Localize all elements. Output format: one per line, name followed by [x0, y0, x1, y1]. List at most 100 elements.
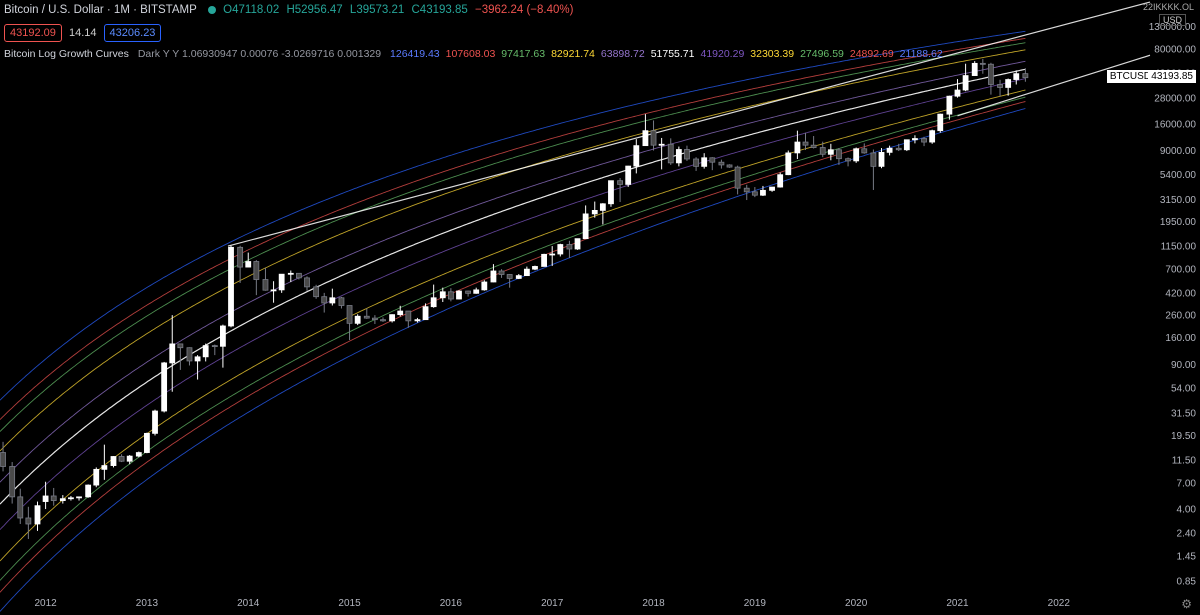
indicator-value: 41920.29 [700, 48, 745, 60]
candle-body [532, 266, 538, 270]
candle-body [363, 315, 370, 319]
time-tick-label: 2019 [744, 598, 767, 609]
candle-body [794, 141, 801, 154]
candle-body [954, 89, 961, 97]
ohlc-change: −3962.24 (−8.40%) [474, 4, 574, 16]
growth-curve [0, 30, 1026, 401]
time-tick-label: 2020 [845, 598, 868, 609]
candle-body [465, 290, 472, 294]
candle-body [777, 174, 784, 188]
price-tick-label: 3150.00 [1160, 195, 1197, 206]
price-tick-label: 1150.00 [1161, 242, 1197, 253]
candle-body [870, 152, 877, 167]
candle-body [726, 164, 733, 168]
indicator-value: 82921.74 [551, 48, 595, 60]
indicator-value: 63898.72 [600, 48, 645, 60]
price-tick-label: 80000.00 [1154, 45, 1196, 56]
candle-body [617, 180, 623, 185]
candle-body [405, 310, 412, 322]
ohlc-close: C43193.85 [411, 4, 468, 16]
candle-body [177, 343, 184, 349]
indicator-legend[interactable]: Bitcoin Log Growth Curves Dark Y Y 1.069… [4, 48, 949, 60]
indicator-value: 97417.63 [501, 48, 546, 60]
price-tick-label: 130000.00 [1149, 22, 1197, 33]
candlesticks [0, 58, 1029, 539]
price-tick-label: 90.00 [1171, 360, 1196, 371]
candle-body [228, 246, 234, 327]
candle-body [490, 270, 497, 283]
price-axis[interactable]: 130000.0080000.0048000.0028000.0016000.0… [1149, 22, 1197, 587]
price-tick-label: 19.50 [1171, 431, 1196, 442]
candle-body [456, 290, 462, 300]
indicator-value: 32303.39 [750, 48, 795, 60]
candle-body [853, 148, 860, 162]
time-tick-label: 2012 [34, 598, 57, 609]
symbol-title[interactable]: Bitcoin / U.S. Dollar · 1M · BITSTAMP [4, 4, 197, 16]
candle-body [422, 306, 429, 321]
price-tick-label: 700.00 [1165, 265, 1196, 276]
candle-body [439, 291, 446, 299]
candle-body [827, 149, 834, 155]
spread-value: 14.14 [68, 27, 97, 39]
price-tick-label: 420.00 [1165, 288, 1196, 299]
candle-body [389, 314, 396, 322]
candle-body [152, 410, 158, 434]
time-tick-label: 2017 [541, 598, 564, 609]
quote-pills: 43192.09 14.14 43206.23 [4, 24, 165, 42]
ask-pill[interactable]: 43206.23 [103, 24, 162, 42]
bid-pill[interactable]: 43192.09 [4, 24, 62, 42]
candle-body [802, 141, 809, 146]
candle-body [760, 189, 766, 196]
currency-button[interactable]: USD [1158, 14, 1186, 26]
candle-body [338, 297, 345, 306]
candle-body [101, 465, 108, 470]
candle-body [658, 143, 665, 146]
candle-body [895, 147, 902, 151]
candle-body [144, 432, 150, 453]
last-price-label: 43193.85 [1148, 69, 1196, 83]
candle-body [1005, 79, 1012, 88]
candle-body [313, 286, 320, 298]
candle-body [810, 144, 817, 148]
candle-body [68, 497, 74, 500]
candle-body [110, 456, 117, 466]
time-axis[interactable]: 2012 2013 2014 2015 2016 2017 2018 2019 2020 2021… [34, 598, 1070, 609]
candle-body [557, 244, 564, 255]
growth-curve [0, 78, 1026, 530]
candle-body [912, 138, 918, 141]
candle-body [447, 291, 454, 300]
candle-body [9, 466, 16, 498]
candle-body [262, 279, 269, 291]
candle-body [194, 356, 201, 362]
candle-body [481, 281, 488, 291]
candle-body [709, 157, 716, 163]
candle-body [430, 297, 437, 308]
candle-body [743, 187, 750, 193]
candle-body [220, 325, 226, 347]
candle-body [76, 496, 82, 499]
candle-body [93, 468, 100, 486]
candle-body [42, 495, 49, 502]
price-tick-label: 260.00 [1165, 311, 1196, 322]
candle-body [126, 455, 133, 462]
growth-curves [0, 1, 1151, 612]
candle-body [650, 130, 657, 146]
price-tick-label: 1.45 [1177, 552, 1197, 563]
candle-body [921, 138, 927, 143]
candle-body [1022, 73, 1029, 79]
candle-body [50, 495, 57, 501]
candle-body [1013, 73, 1020, 80]
candle-body [0, 452, 6, 467]
candle-body [304, 277, 310, 288]
candle-body [329, 297, 336, 304]
indicator-value: 107608.03 [445, 48, 496, 60]
candle-body [186, 347, 193, 362]
symbol-price-label: BTCUSD [1106, 69, 1154, 83]
price-tick-label: 28000.00 [1154, 93, 1196, 104]
candle-body [135, 452, 142, 457]
price-tick-label: 1950.00 [1160, 217, 1197, 228]
settings-gear-icon[interactable]: ⚙ [1181, 597, 1192, 611]
growth-curve [0, 49, 1026, 452]
candle-body [599, 203, 606, 211]
